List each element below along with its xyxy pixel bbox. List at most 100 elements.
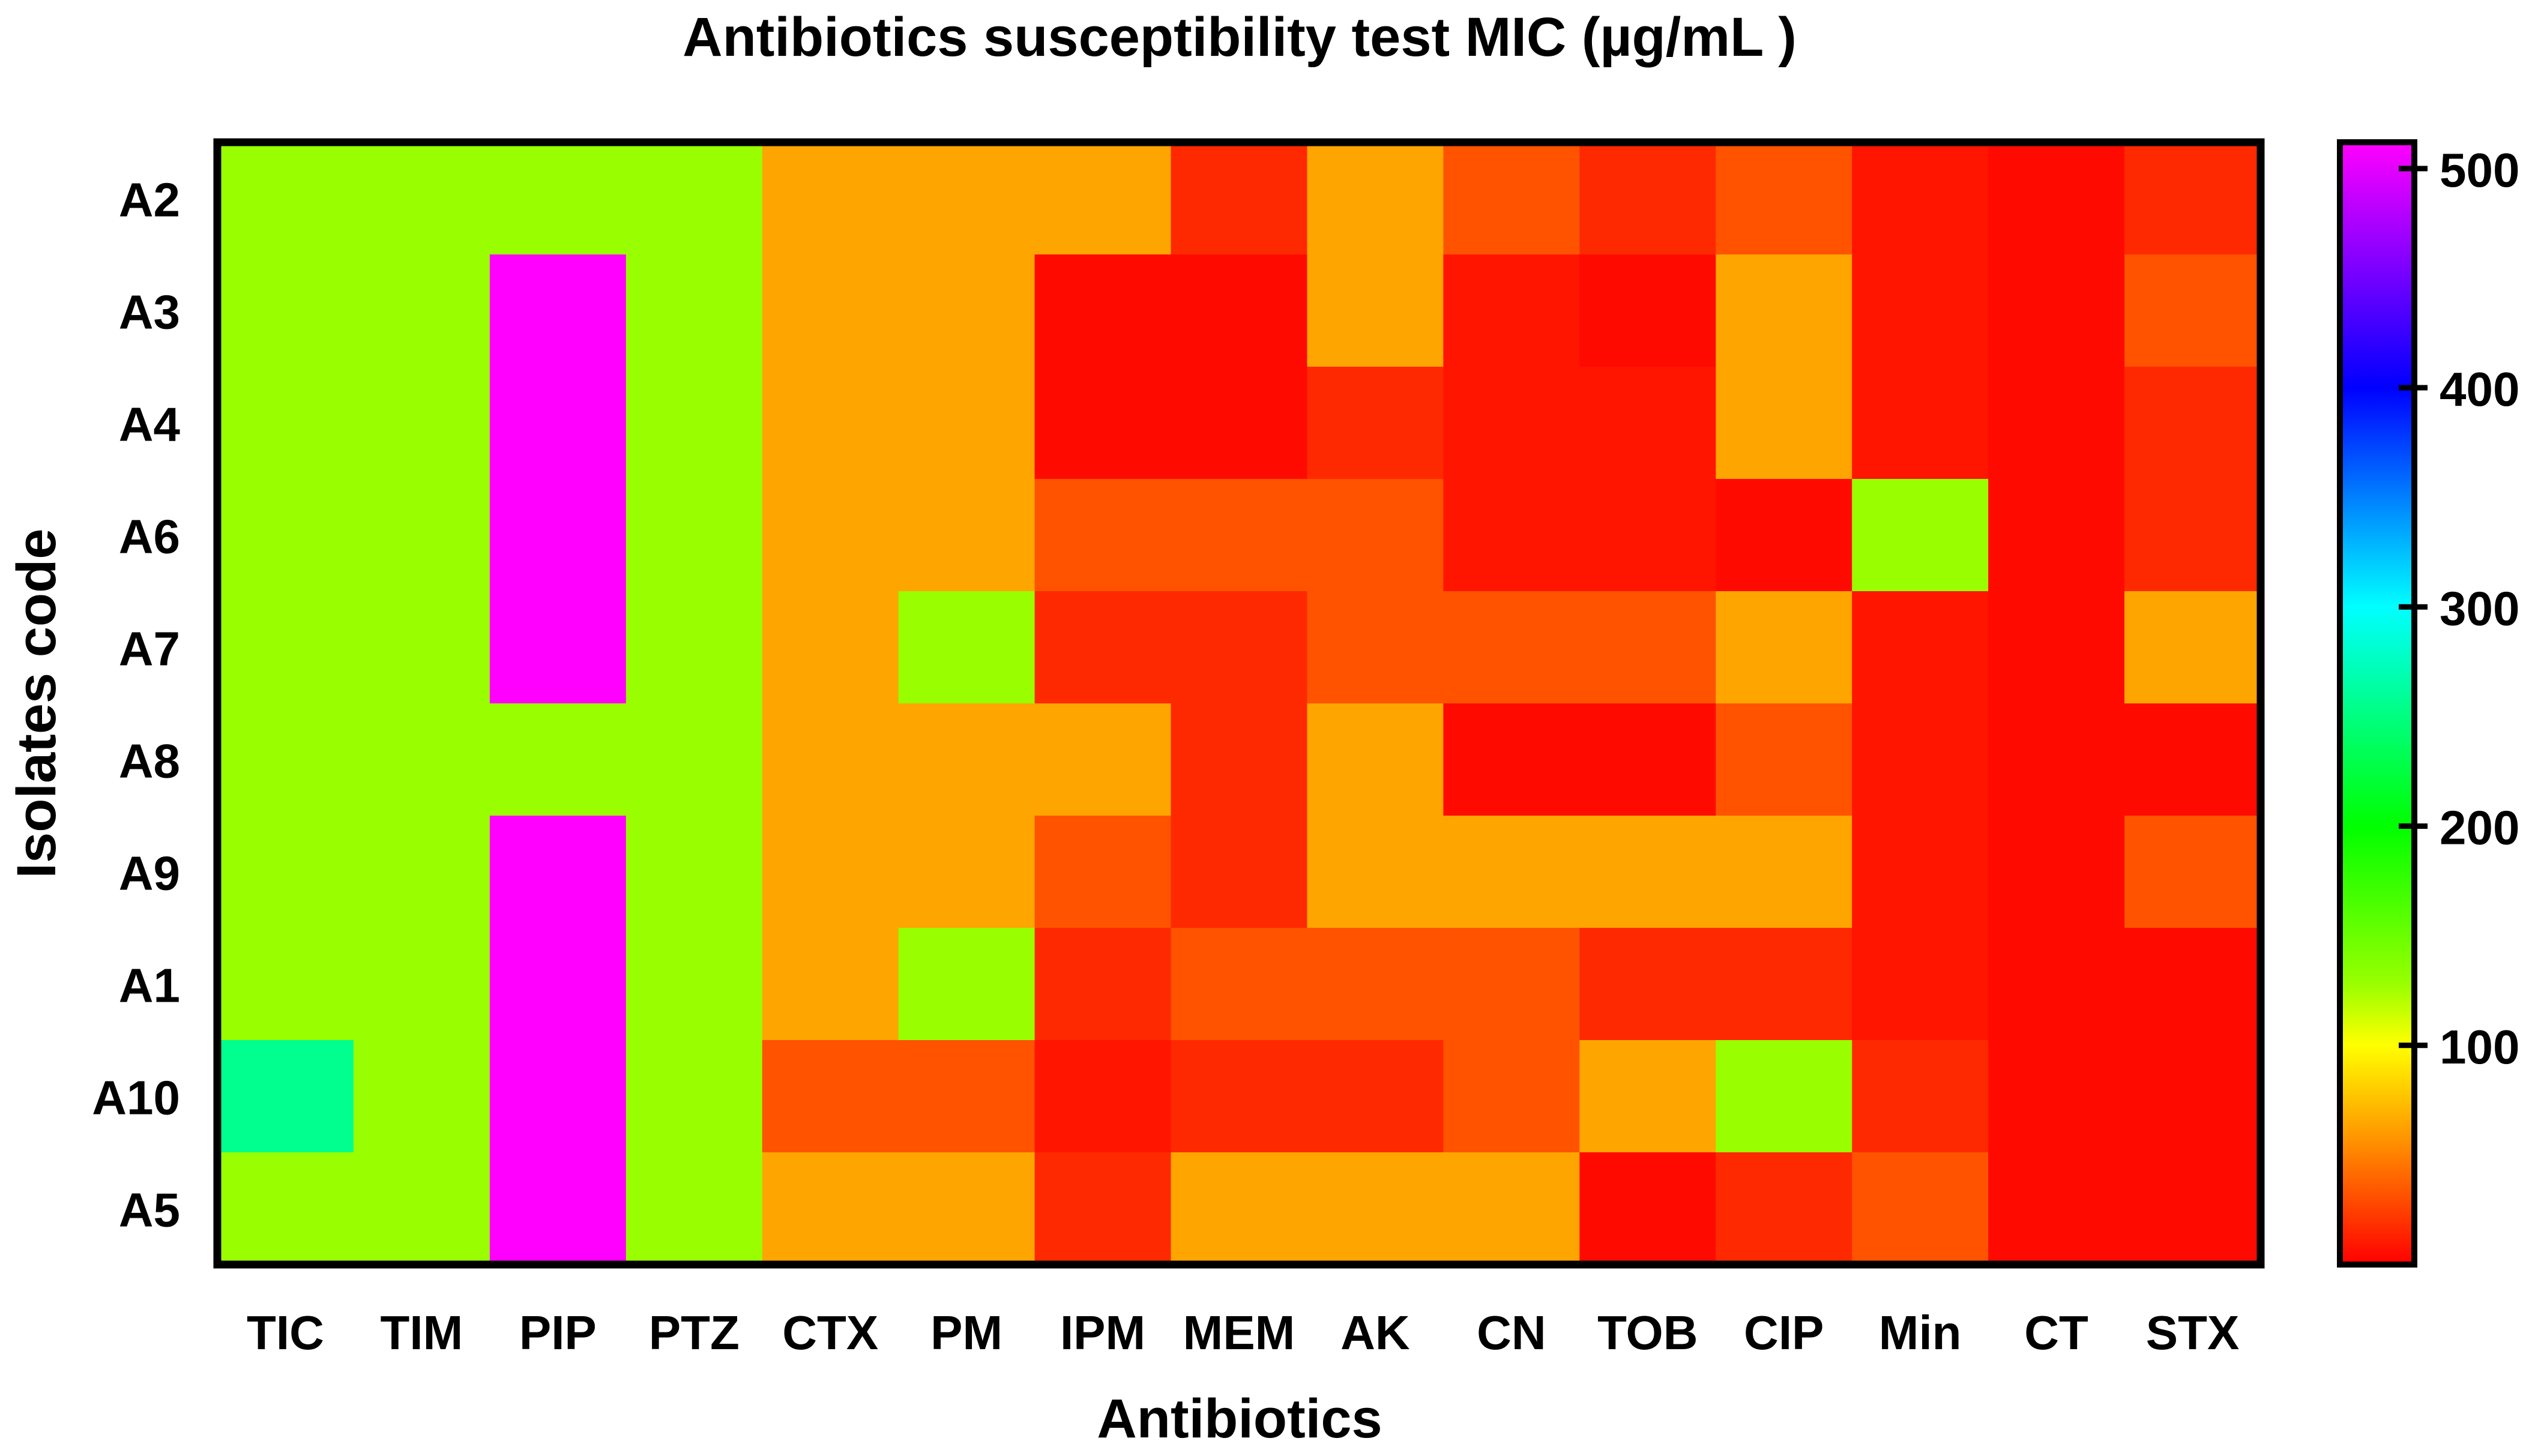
colorbar-tick-label-400: 400 [2440,362,2519,416]
heatmap-cell-A8-STX [2124,703,2261,816]
heatmap-cell-A4-TIM [353,367,490,480]
heatmap-cell-A10-CIP [1716,1040,1852,1153]
column-label-TIM: TIM [381,1306,463,1359]
heatmap-cell-A2-TIC [217,142,354,255]
heatmap-cell-A9-CT [1988,816,2125,928]
heatmap-cell-A3-CN [1443,254,1581,367]
heatmap-cell-A1-TIM [353,928,490,1041]
heatmap-cell-A2-CN [1443,142,1581,255]
heatmap-cell-A1-AK [1307,928,1444,1041]
heatmap-cell-A10-CN [1443,1040,1581,1153]
heatmap-cell-A7-TIC [217,591,354,704]
heatmap-cell-A6-TIM [353,479,490,592]
heatmap-cell-A6-CTX [762,479,899,592]
heatmap-cell-A8-TIM [353,703,490,816]
row-label-A8: A8 [119,735,180,788]
heatmap-cell-A1-PIP [489,928,627,1041]
heatmap-cell-A5-PTZ [625,1152,763,1265]
heatmap-cell-A6-STX [2124,479,2261,592]
heatmap-cell-A3-TOB [1579,254,1717,367]
heatmap-cell-A4-IPM [1034,367,1172,480]
heatmap-cell-A10-PM [898,1040,1035,1153]
heatmap-cell-A9-TIC [217,816,354,928]
column-label-STX: STX [2146,1306,2240,1359]
column-label-CIP: CIP [1744,1306,1824,1359]
heatmap-cell-A1-CIP [1716,928,1852,1041]
column-labels: TIC TIM PIP PTZ CTX PM IPM MEM AK CN TOB CIP Min CT ST… [247,1306,2239,1359]
heatmap-cell-A7-CIP [1716,591,1852,704]
heatmap-cell-A4-MEM [1171,367,1308,480]
heatmap-cell-A2-Min [1852,142,1989,255]
heatmap-cell-A1-TIC [217,928,354,1041]
heatmap-cell-A10-AK [1307,1040,1444,1153]
heatmap-cell-A10-IPM [1034,1040,1172,1153]
heatmap-cell-A9-TOB [1579,816,1717,928]
heatmap-cell-A10-CT [1988,1040,2125,1153]
heatmap-cell-A5-CTX [762,1152,899,1265]
heatmap-cell-A5-PM [898,1152,1035,1265]
heatmap-cell-A3-PM [898,254,1035,367]
heatmap-cell-A7-PM [898,591,1035,704]
colorbar-tick-label-200: 200 [2440,801,2519,855]
heatmap-cell-A3-PTZ [625,254,763,367]
heatmap-cell-A1-PTZ [625,928,763,1041]
heatmap-cell-A4-CIP [1716,367,1852,480]
heatmap-cell-A7-PIP [489,591,627,704]
row-label-A5: A5 [119,1184,180,1237]
heatmap-cell-A2-STX [2124,142,2261,255]
heatmap-cell-A6-Min [1852,479,1989,592]
heatmap-cell-A2-MEM [1171,142,1308,255]
heatmap-cell-A9-CN [1443,816,1581,928]
heatmap-cell-A1-PM [898,928,1035,1041]
heatmap-cell-A6-TIC [217,479,354,592]
heatmap-cell-A8-CT [1988,703,2125,816]
heatmap-cell-A9-STX [2124,816,2261,928]
heatmap-cell-A10-TIC [217,1040,354,1153]
heatmap-cell-A10-PTZ [625,1040,763,1153]
column-label-CT: CT [2024,1306,2088,1359]
heatmap-cell-A1-Min [1852,928,1989,1041]
heatmap-cell-A10-STX [2124,1040,2261,1153]
heatmap-cell-A1-CT [1988,928,2125,1041]
heatmap-cell-A2-IPM [1034,142,1172,255]
heatmap-cell-A8-PTZ [625,703,763,816]
colorbar-tick-label-500: 500 [2440,143,2519,197]
column-label-PM: PM [930,1306,1002,1359]
row-label-A4: A4 [119,398,181,451]
heatmap-cell-A3-CT [1988,254,2125,367]
row-label-A7: A7 [119,622,180,676]
heatmap-cell-A8-Min [1852,703,1989,816]
heatmap-cell-A3-AK [1307,254,1444,367]
heatmap-cell-A5-CT [1988,1152,2125,1265]
row-label-A1: A1 [119,959,180,1012]
heatmap-cell-A8-CN [1443,703,1581,816]
heatmap-cell-A8-CTX [762,703,899,816]
row-label-A2: A2 [119,173,180,227]
heatmap-cell-A10-CTX [762,1040,899,1153]
heatmap-cell-A4-AK [1307,367,1444,480]
heatmap-cell-A9-IPM [1034,816,1172,928]
heatmap-cell-A10-Min [1852,1040,1989,1153]
heatmap-cell-A5-STX [2124,1152,2261,1265]
colorbar-tick-label-100: 100 [2440,1020,2519,1074]
heatmap-cell-A9-AK [1307,816,1444,928]
heatmap-cell-A5-CN [1443,1152,1581,1265]
heatmap-cell-A6-CIP [1716,479,1852,592]
heatmap-cell-A3-IPM [1034,254,1172,367]
heatmap-cell-A5-TIM [353,1152,490,1265]
x-axis-title: Antibiotics [1097,1388,1382,1449]
heatmap-cell-A3-PIP [489,254,627,367]
heatmap-cell-A1-STX [2124,928,2261,1041]
heatmap-cell-A5-Min [1852,1152,1989,1265]
colorbar-tick-label-300: 300 [2440,582,2519,635]
heatmap-cell-A7-AK [1307,591,1444,704]
column-label-PTZ: PTZ [649,1306,740,1359]
heatmap-cell-A6-IPM [1034,479,1172,592]
heatmap-cell-A4-PIP [489,367,627,480]
heatmap-cell-A4-TIC [217,367,354,480]
heatmap-cell-A10-TOB [1579,1040,1717,1153]
heatmap-cell-A1-MEM [1171,928,1308,1041]
heatmap-cell-A9-Min [1852,816,1989,928]
heatmap-cell-A3-STX [2124,254,2261,367]
heatmap-cell-A5-AK [1307,1152,1444,1265]
